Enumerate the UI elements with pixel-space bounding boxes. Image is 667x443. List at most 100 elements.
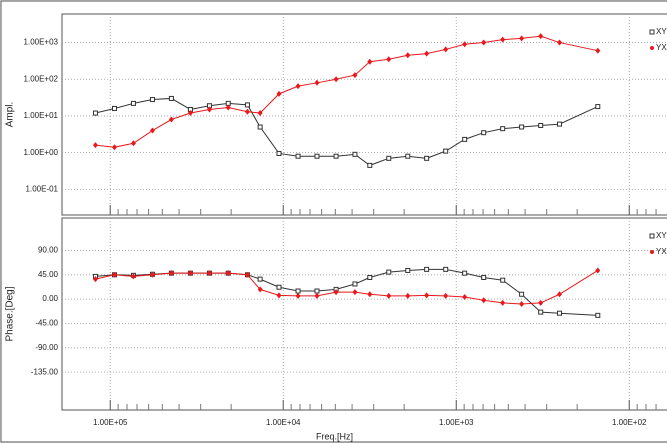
- point: [149, 97, 155, 103]
- legend-marker: [650, 46, 654, 50]
- point: [557, 291, 563, 298]
- y-tick-label: 1.00E+00: [24, 148, 59, 157]
- point: [206, 106, 212, 113]
- point: [206, 270, 212, 277]
- y-tick-label: -45.00: [35, 319, 58, 328]
- point: [111, 271, 117, 278]
- legend-marker: [649, 233, 655, 239]
- y-tick-label: 1.00E+02: [24, 74, 59, 83]
- point: [405, 267, 411, 273]
- point: [168, 95, 174, 101]
- point: [111, 105, 117, 111]
- point: [386, 56, 392, 63]
- point: [187, 270, 193, 277]
- point: [462, 41, 468, 48]
- point: [314, 79, 320, 86]
- point: [333, 153, 339, 159]
- point: [314, 288, 320, 294]
- point: [92, 276, 98, 283]
- point: [225, 270, 231, 277]
- point: [405, 52, 411, 59]
- point: [276, 90, 282, 97]
- point: [367, 58, 373, 65]
- point: [424, 266, 430, 272]
- point: [257, 286, 263, 293]
- point: [314, 292, 320, 299]
- point: [462, 136, 468, 142]
- legend-label: XY: [656, 27, 667, 36]
- point: [595, 104, 601, 110]
- point: [314, 153, 320, 159]
- y-tick-label: 1.00E+03: [24, 38, 59, 47]
- point: [519, 124, 525, 130]
- y-tick-label: -90.00: [35, 343, 58, 352]
- point: [443, 266, 449, 272]
- point: [519, 300, 525, 307]
- point: [352, 281, 358, 287]
- y-tick-label: 90.00: [38, 246, 59, 255]
- point: [149, 271, 155, 278]
- point: [295, 153, 301, 159]
- point: [595, 267, 601, 274]
- point: [538, 33, 544, 40]
- point: [405, 292, 411, 299]
- x-tick-label: 1.00E+03: [439, 418, 474, 427]
- point: [538, 309, 544, 315]
- point: [481, 297, 487, 304]
- point: [367, 274, 373, 280]
- point: [92, 110, 98, 116]
- x-tick-label: 1.00E+05: [93, 418, 128, 427]
- point: [386, 292, 392, 299]
- point: [519, 291, 525, 297]
- point: [500, 36, 506, 43]
- legend-marker: [650, 250, 654, 254]
- point: [538, 299, 544, 306]
- point: [557, 39, 563, 46]
- y-tick-label: 1.00E-01: [26, 184, 59, 193]
- point: [481, 130, 487, 136]
- y-tick-label: 0.00: [42, 294, 58, 303]
- point: [149, 127, 155, 134]
- point: [352, 72, 358, 79]
- point: [257, 276, 263, 282]
- point: [386, 155, 392, 161]
- y-axis-label: Phase.[Deg]: [5, 286, 16, 341]
- point: [187, 110, 193, 117]
- x-tick-label: 1.00E+02: [612, 418, 647, 427]
- point: [130, 273, 136, 280]
- y-axis-label: Ampl.: [5, 102, 16, 128]
- point: [244, 108, 250, 115]
- point: [295, 292, 301, 299]
- point: [352, 151, 358, 157]
- point: [557, 310, 563, 316]
- point: [500, 126, 506, 132]
- point: [295, 288, 301, 294]
- point: [276, 284, 282, 290]
- point: [257, 110, 263, 117]
- point: [168, 116, 174, 123]
- point: [333, 76, 339, 83]
- point: [424, 155, 430, 161]
- point: [424, 50, 430, 57]
- point: [130, 140, 136, 147]
- point: [92, 142, 98, 149]
- point: [352, 289, 358, 296]
- point: [424, 292, 430, 299]
- point: [462, 270, 468, 276]
- point: [462, 293, 468, 300]
- point: [538, 122, 544, 128]
- point: [276, 292, 282, 299]
- point: [367, 291, 373, 298]
- y-tick-label: 1.00E+01: [24, 111, 59, 120]
- point: [130, 100, 136, 106]
- point: [481, 39, 487, 46]
- point: [111, 144, 117, 151]
- point: [595, 312, 601, 318]
- point: [276, 150, 282, 156]
- point: [168, 270, 174, 277]
- point: [443, 292, 449, 299]
- point: [367, 162, 373, 168]
- point: [557, 121, 563, 127]
- y-tick-label: -135.00: [31, 367, 59, 376]
